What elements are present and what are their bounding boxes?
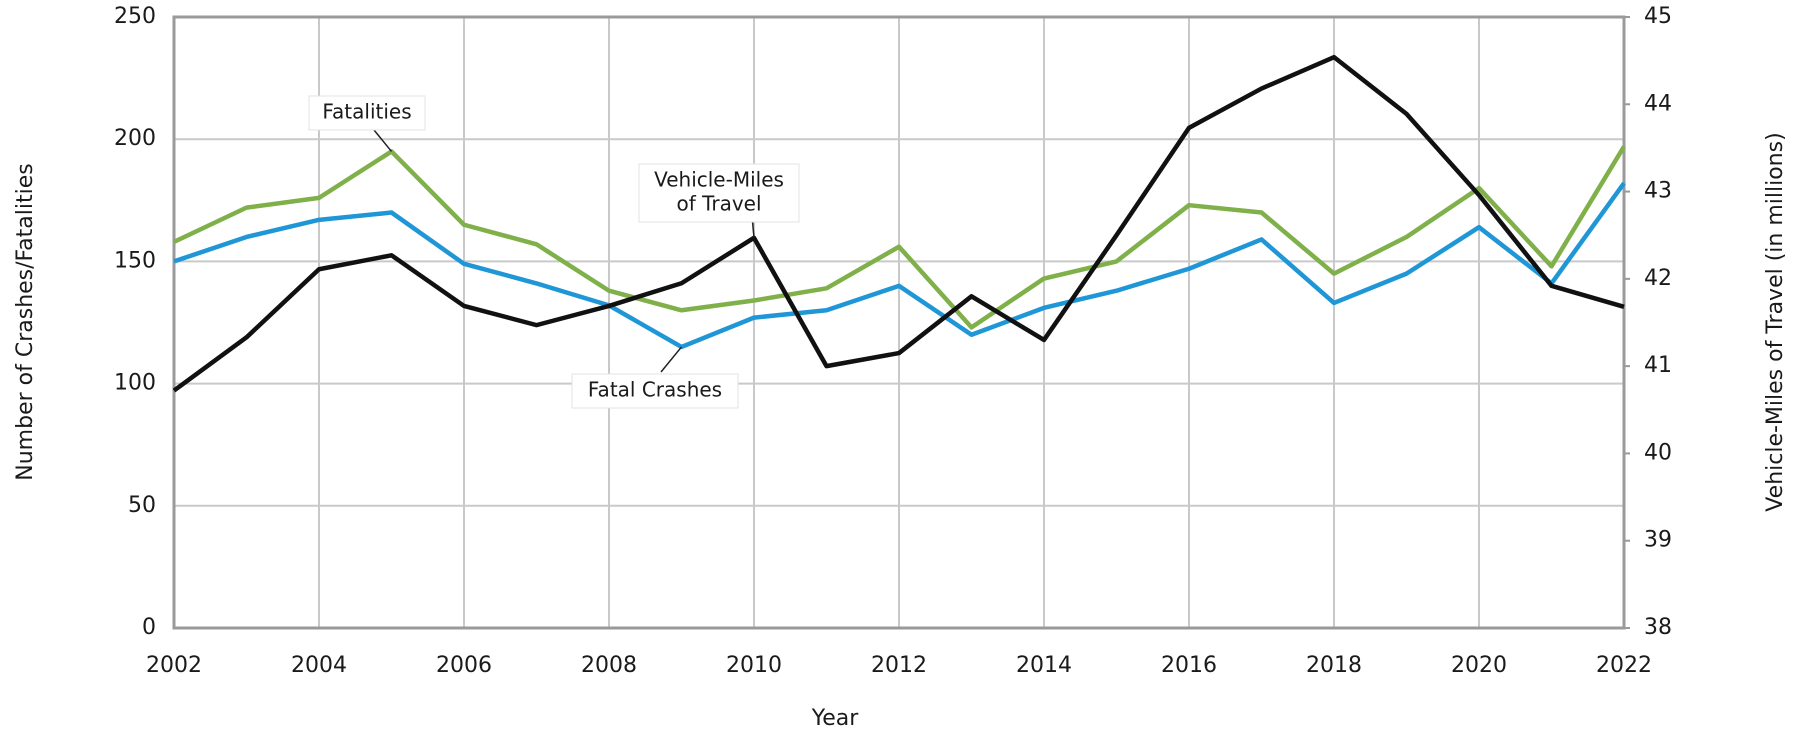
annotation-box bbox=[638, 163, 800, 223]
series-line bbox=[173, 181, 1626, 350]
series-line bbox=[173, 145, 1626, 330]
x-tick-label: 2022 bbox=[1596, 653, 1652, 678]
plot-frame bbox=[172, 15, 1626, 630]
y-tick-label: 250 bbox=[114, 4, 156, 29]
y-tick-label: 50 bbox=[128, 493, 156, 518]
annotation-text: Vehicle-Miles bbox=[654, 168, 784, 192]
annotation-text: Fatalities bbox=[322, 100, 411, 124]
y2-tick-label: 38 bbox=[1644, 615, 1672, 640]
x-tick-label: 2004 bbox=[291, 653, 347, 678]
y2-tick-label: 43 bbox=[1644, 179, 1672, 204]
y-tick-label: 0 bbox=[142, 615, 156, 640]
x-tick-label: 2012 bbox=[871, 653, 927, 678]
annotation-leader bbox=[373, 129, 393, 152]
x-tick-label: 2008 bbox=[581, 653, 637, 678]
y-axis-label: Number of Crashes/Fatalities bbox=[13, 163, 38, 480]
annotation-text: Fatal Crashes bbox=[588, 378, 722, 402]
annotation-text: of Travel bbox=[676, 192, 761, 216]
y2-tick-label: 45 bbox=[1644, 4, 1672, 29]
y2-tick-label: 44 bbox=[1644, 91, 1672, 116]
y2-tick-label: 40 bbox=[1644, 440, 1672, 465]
x-tick-label: 2014 bbox=[1016, 653, 1072, 678]
annotation-box bbox=[308, 95, 426, 131]
annotation-leader bbox=[660, 346, 683, 373]
x-tick-label: 2020 bbox=[1451, 653, 1507, 678]
y-tick-label: 200 bbox=[114, 126, 156, 151]
y2-tick-label: 41 bbox=[1644, 353, 1672, 378]
x-tick-label: 2010 bbox=[726, 653, 782, 678]
y2-axis-label: Vehicle-Miles of Travel (in millions) bbox=[1763, 132, 1788, 511]
y-tick-label: 150 bbox=[114, 248, 156, 273]
y2-tick-label: 42 bbox=[1644, 266, 1672, 291]
y-tick-label: 100 bbox=[114, 371, 156, 396]
x-tick-label: 2018 bbox=[1306, 653, 1362, 678]
annotation-box bbox=[571, 373, 739, 409]
x-tick-label: 2002 bbox=[146, 653, 202, 678]
y2-tick-label: 39 bbox=[1644, 528, 1672, 553]
x-axis-label: Year bbox=[811, 706, 860, 731]
x-tick-label: 2006 bbox=[436, 653, 492, 678]
series-line bbox=[172, 54, 1625, 393]
x-tick-label: 2016 bbox=[1161, 653, 1217, 678]
